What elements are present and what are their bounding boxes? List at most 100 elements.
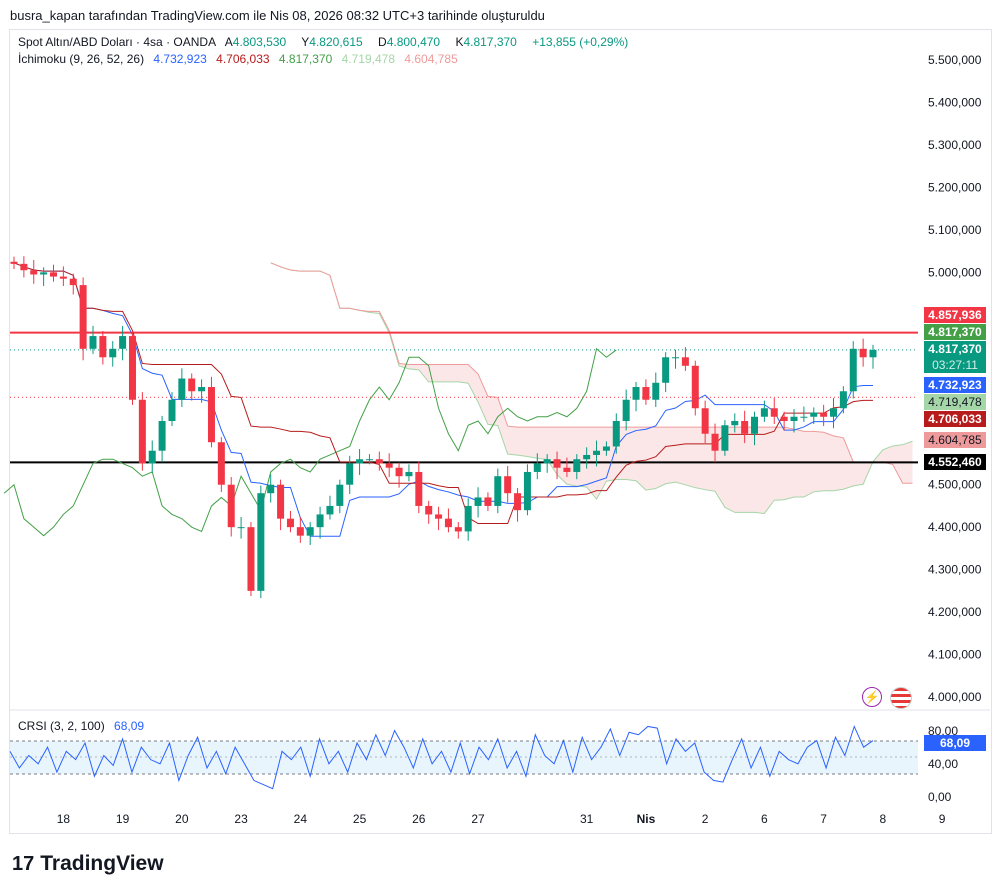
crsi-legend-value: 68,09 <box>114 719 145 733</box>
candle-body <box>49 272 57 277</box>
kijun-sen-line <box>13 262 873 525</box>
candle-body <box>286 518 294 528</box>
time-axis-label: 25 <box>353 812 367 826</box>
candle-body <box>158 420 166 451</box>
candle-body <box>365 459 373 461</box>
price-axis-label: 5.200,000 <box>928 180 982 194</box>
tenkan-sen-line <box>13 262 873 537</box>
candle-body <box>494 476 502 506</box>
candle-body <box>790 416 798 421</box>
tv-logo-icon: 17 <box>12 852 35 875</box>
candle-body <box>612 420 620 447</box>
crsi-legend: CRSI (3, 2, 100) 68,09 <box>18 719 150 733</box>
candle-body <box>869 349 877 358</box>
candle-body <box>474 497 482 506</box>
candle-body <box>632 387 640 400</box>
candle-body <box>138 399 146 464</box>
candle-body <box>652 382 660 400</box>
high-label: Y <box>301 35 310 49</box>
candle-body <box>267 484 275 494</box>
candle-body <box>188 378 196 392</box>
candle-body <box>178 378 186 400</box>
candle-body <box>306 527 314 536</box>
candle-body <box>10 261 18 264</box>
price-axis-label: 4.000,000 <box>928 690 982 704</box>
candle-body <box>701 408 709 434</box>
candle-body <box>444 518 452 528</box>
candle-body <box>207 387 215 443</box>
high-value: 4.820,615 <box>309 35 363 49</box>
candle-body <box>839 391 847 409</box>
senkou-span-b-line <box>270 262 913 484</box>
candle-body <box>356 459 364 464</box>
candle-body <box>237 527 245 529</box>
time-axis-label: Nis <box>637 812 656 826</box>
candle-body <box>780 416 788 421</box>
price-axis-label: 5.400,000 <box>928 95 982 109</box>
us-flag-icon[interactable] <box>890 687 912 709</box>
close-label: K <box>455 35 464 49</box>
candle-body <box>40 272 48 275</box>
ichimoku-label[interactable]: İchimoku (9, 26, 52, 26) <box>18 52 145 66</box>
kijun-value: 4.706,033 <box>216 52 270 66</box>
ichimoku-legend: İchimoku (9, 26, 52, 26) 4.732,923 4.706… <box>18 52 464 66</box>
crsi-label[interactable]: CRSI (3, 2, 100) <box>18 719 105 733</box>
time-axis-label: 7 <box>820 812 827 826</box>
change-value: +13,855 (+0,29%) <box>532 35 629 49</box>
candle-body <box>514 493 522 511</box>
snapshot-caption: busra_kapan tarafından TradingView.com i… <box>10 8 545 23</box>
time-axis-label: 6 <box>761 812 768 826</box>
crsi-axis-label: 0,00 <box>928 790 952 804</box>
chart-frame <box>9 29 992 834</box>
candle-body <box>385 463 393 468</box>
chikou-value: 4.817,370 <box>278 52 333 66</box>
spanA-value: 4.719,478 <box>341 52 396 66</box>
chikou-span-line <box>3 347 617 537</box>
candle-body <box>553 459 561 468</box>
candle-body <box>119 336 127 349</box>
time-axis-label: 8 <box>880 812 887 826</box>
symbol-name[interactable]: Spot Altın/ABD Doları · 4sa · OANDA <box>18 35 217 49</box>
candle-body <box>760 408 768 417</box>
price-axis-label: 4.400,000 <box>928 520 982 534</box>
tag-support-line: 4.552,460 <box>924 454 986 470</box>
candle-body <box>99 336 107 358</box>
candle-body <box>830 408 838 417</box>
low-label: D <box>378 35 387 49</box>
price-axis-label: 4.300,000 <box>928 563 982 577</box>
time-axis-label: 9 <box>939 812 946 826</box>
candle-body <box>770 408 778 417</box>
candle-body <box>602 446 610 451</box>
candle-body <box>810 412 818 417</box>
price-axis-label: 5.000,000 <box>928 265 982 279</box>
candle-body <box>711 433 719 451</box>
candle-body <box>642 387 650 400</box>
candle-body <box>859 348 867 358</box>
time-axis-label: 2 <box>702 812 709 826</box>
candle-body <box>691 365 699 409</box>
lightning-icon[interactable]: ⚡ <box>862 687 882 707</box>
spanB-value: 4.604,785 <box>404 52 458 66</box>
candle-body <box>721 425 729 451</box>
candle-body <box>533 463 541 472</box>
candle-body <box>662 357 670 383</box>
candle-body <box>217 442 225 485</box>
candle-body <box>79 285 87 349</box>
candle-body <box>751 416 759 434</box>
time-axis-label: 31 <box>580 812 594 826</box>
candle-body <box>30 270 38 275</box>
tag-crsi: 68,09 <box>924 735 986 751</box>
bar-countdown: 03:27:11 <box>932 358 978 372</box>
price-axis-label: 5.300,000 <box>928 138 982 152</box>
candle-body <box>731 420 739 426</box>
open-label: A <box>224 35 233 49</box>
tradingview-logo[interactable]: 17 TradingView <box>12 852 164 876</box>
candle-body <box>277 484 285 519</box>
candle-body <box>435 514 443 519</box>
candle-body <box>464 505 472 532</box>
candle-body <box>849 348 857 392</box>
candle-body <box>336 484 344 506</box>
candle-body <box>563 467 571 472</box>
